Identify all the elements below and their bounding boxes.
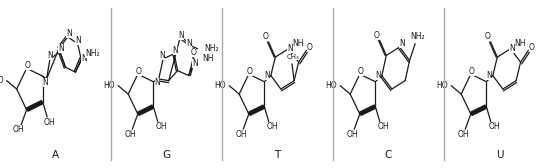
Text: N: N	[47, 51, 53, 60]
Text: U: U	[496, 150, 503, 160]
Text: NH₂: NH₂	[204, 44, 219, 53]
Text: O: O	[136, 67, 142, 76]
Text: CH₃: CH₃	[287, 54, 299, 60]
Text: O: O	[247, 67, 253, 76]
Text: NH: NH	[292, 39, 304, 48]
Text: OH: OH	[44, 118, 56, 127]
Text: OH: OH	[377, 122, 389, 131]
Text: OH: OH	[457, 130, 469, 139]
Text: N: N	[66, 29, 72, 38]
Text: N: N	[75, 36, 80, 45]
Text: N: N	[193, 59, 198, 68]
Text: O: O	[25, 61, 31, 70]
Text: O: O	[374, 31, 379, 40]
Text: HO: HO	[215, 81, 226, 90]
Text: N: N	[487, 71, 492, 80]
Text: O: O	[358, 67, 364, 76]
Text: NH₂: NH₂	[410, 32, 425, 41]
Text: G: G	[163, 150, 170, 160]
Text: HO: HO	[104, 81, 115, 90]
Text: O: O	[307, 43, 312, 52]
Text: HO: HO	[437, 81, 448, 90]
Text: HO: HO	[0, 76, 3, 85]
Text: N: N	[509, 44, 514, 53]
Text: O: O	[263, 32, 268, 41]
Text: HO: HO	[326, 81, 337, 90]
Text: NH: NH	[202, 54, 214, 63]
Text: N: N	[287, 44, 292, 53]
Text: OH: OH	[266, 122, 278, 131]
Text: NH₂: NH₂	[85, 49, 100, 58]
Text: OH: OH	[488, 122, 500, 131]
Text: NH: NH	[514, 39, 526, 48]
Text: C: C	[385, 150, 392, 160]
Text: T: T	[274, 150, 281, 160]
Text: OH: OH	[13, 125, 24, 134]
Text: N: N	[186, 39, 191, 48]
Text: OH: OH	[155, 122, 167, 131]
Text: N: N	[82, 54, 87, 63]
Text: N: N	[58, 44, 64, 53]
Text: N: N	[376, 71, 381, 80]
Text: O: O	[485, 32, 490, 41]
Text: N: N	[265, 71, 270, 80]
Text: O: O	[529, 43, 534, 52]
Text: N: N	[155, 78, 160, 87]
Text: N: N	[399, 39, 405, 48]
Text: N: N	[159, 51, 165, 60]
Text: O: O	[469, 67, 475, 76]
Text: N: N	[178, 31, 184, 40]
Text: OH: OH	[235, 130, 247, 139]
Text: A: A	[52, 150, 59, 160]
Text: OH: OH	[346, 130, 358, 139]
Text: O: O	[190, 48, 196, 57]
Text: N: N	[173, 46, 178, 55]
Text: N: N	[43, 78, 48, 87]
Text: OH: OH	[124, 130, 136, 139]
